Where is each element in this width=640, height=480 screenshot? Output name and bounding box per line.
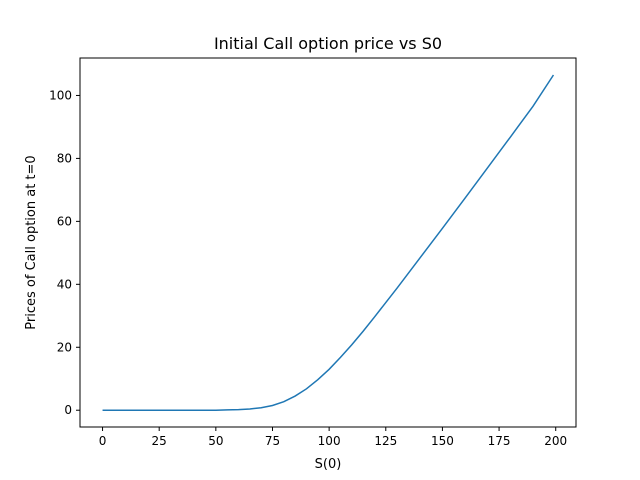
y-tick-label: 0 (64, 403, 72, 417)
x-tick-label: 200 (544, 434, 567, 448)
y-axis-label: Prices of Call option at t=0 (24, 155, 39, 329)
y-tick-label: 80 (57, 151, 72, 165)
chart-title: Initial Call option price vs S0 (214, 34, 442, 53)
y-tick-label: 20 (57, 340, 72, 354)
y-tick-label: 40 (57, 277, 72, 291)
x-tick-label: 175 (488, 434, 511, 448)
plot-area (102, 74, 555, 411)
series-line-0 (102, 74, 555, 411)
x-tick-label: 100 (318, 434, 341, 448)
x-tick-label: 125 (374, 434, 397, 448)
x-axis: 0 25 50 75 100 125 150 175 200 (99, 427, 567, 448)
y-tick-label: 100 (49, 88, 72, 102)
x-tick-label: 75 (265, 434, 280, 448)
x-tick-label: 50 (208, 434, 223, 448)
x-tick-label: 25 (152, 434, 167, 448)
y-tick-label: 60 (57, 214, 72, 228)
x-tick-label: 0 (99, 434, 107, 448)
x-tick-label: 150 (431, 434, 454, 448)
axes-frame (79, 57, 577, 428)
y-axis: 0 20 40 60 80 100 (49, 88, 80, 417)
x-axis-label: S(0) (315, 457, 342, 472)
